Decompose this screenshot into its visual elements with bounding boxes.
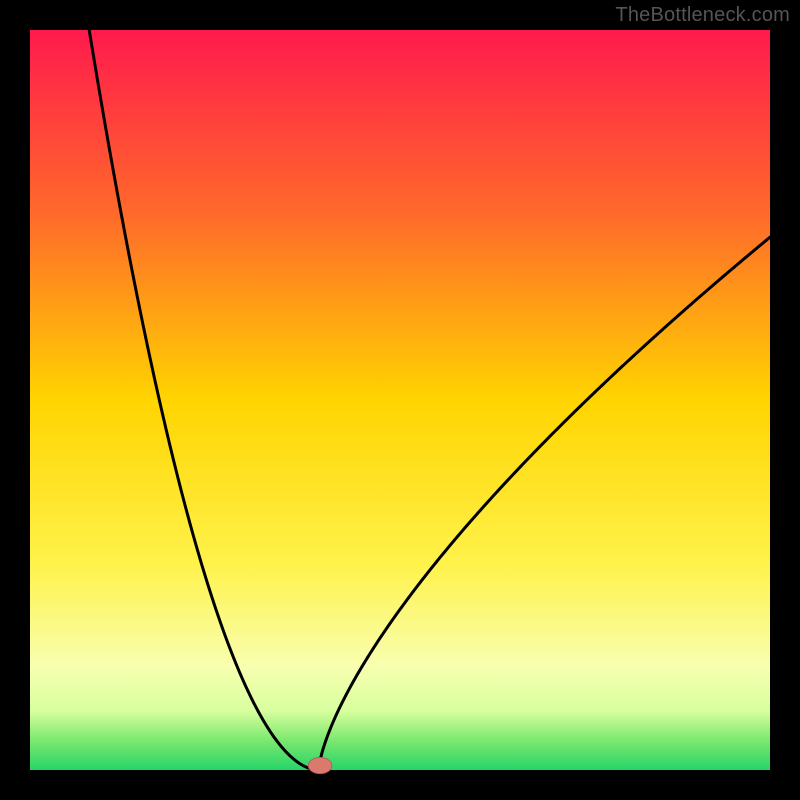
chart-plot-area — [30, 30, 770, 770]
watermark-text: TheBottleneck.com — [615, 4, 790, 27]
bottleneck-chart: TheBottleneck.com — [0, 0, 800, 800]
optimum-marker — [308, 757, 332, 773]
chart-svg — [0, 0, 800, 800]
